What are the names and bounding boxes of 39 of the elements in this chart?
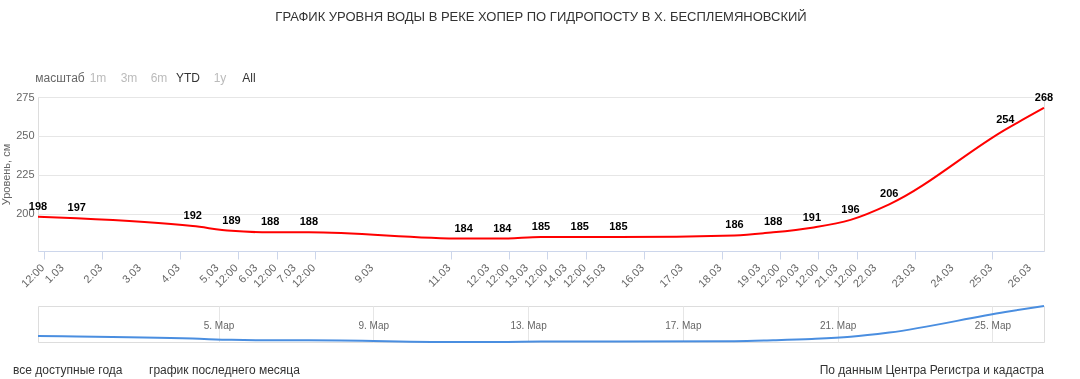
data-label: 197: [67, 201, 86, 214]
data-label: 189: [222, 213, 241, 226]
y-tick-label: 225: [16, 168, 35, 181]
data-label: 206: [880, 187, 899, 200]
y-tick-label: 275: [16, 90, 35, 103]
x-tick-label: 21. Мар: [820, 319, 857, 331]
text: YTD: [176, 71, 201, 85]
text: 1y: [213, 71, 227, 85]
text: All: [242, 71, 256, 85]
data-label: 184: [493, 221, 513, 234]
data-label: 268: [1034, 90, 1054, 103]
chart-title: ГРАФИК УРОВНЯ ВОДЫ В РЕКЕ ХОПЕР ПО ГИДРОПОСТУ В Х. БЕСПЛЕМЯНОВСКИЙ: [275, 9, 807, 24]
data-label: 254: [996, 112, 1016, 125]
data-label: 192: [183, 209, 202, 222]
text: график последнего месяца: [149, 363, 301, 377]
x-tick-label: 4.03: [158, 261, 182, 286]
x-tick-label: 13. Мар: [510, 319, 548, 331]
data-label: 188: [260, 215, 280, 228]
data-label: 196: [841, 202, 860, 215]
x-tick-label: 17. Мар: [665, 319, 702, 331]
text: 1m: [89, 71, 107, 85]
data-label: 188: [763, 215, 783, 228]
y-axis-title: Уровень, см: [0, 143, 13, 206]
x-tick-label: 25. Мар: [974, 319, 1012, 331]
text: По данным Центра Регистра и кадастра: [819, 363, 1045, 377]
data-label: 191: [802, 210, 822, 223]
data-label: 188: [299, 215, 319, 228]
text: 6m: [150, 71, 168, 85]
data-label: 185: [570, 220, 589, 232]
data-label: 185: [609, 220, 628, 232]
text: масштаб: [35, 71, 85, 85]
y-tick-label: 250: [16, 129, 35, 142]
x-tick-label: 5. Мар: [203, 319, 235, 331]
data-label: 185: [531, 220, 551, 232]
x-tick-label: 9. Мар: [358, 319, 390, 331]
data-label: 184: [454, 221, 474, 234]
text: 3m: [120, 71, 138, 85]
data-label: 186: [725, 218, 744, 231]
text: все доступные года: [13, 363, 123, 377]
